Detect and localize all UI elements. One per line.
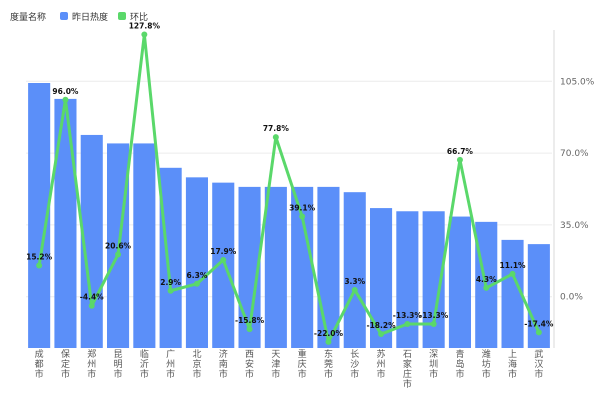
line-point[interactable] (404, 320, 411, 327)
bar[interactable] (370, 208, 393, 348)
x-tick-label: 长沙市 (350, 348, 359, 380)
line-point[interactable] (246, 326, 253, 333)
x-tick-label: 上海市 (508, 349, 517, 380)
x-tick-label: 济南市 (219, 348, 228, 380)
y-tick-label: 105.0% (560, 77, 595, 87)
x-tick-label: 广州市 (166, 348, 175, 380)
legend-swatch-bar (60, 12, 69, 20)
x-tick-label: 苏州市 (377, 348, 386, 380)
x-tick-label: 天津市 (271, 350, 280, 380)
x-tick-label: 西安市 (245, 349, 254, 380)
line-point[interactable] (430, 320, 437, 327)
x-tick-label: 青岛市 (455, 348, 464, 380)
legend-label-line: 环比 (130, 12, 149, 23)
bar[interactable] (264, 186, 287, 348)
data-label: 11.1% (500, 261, 527, 270)
bar[interactable] (422, 211, 445, 348)
y-tick-label: 70.0% (560, 149, 589, 159)
legend-label-bar: 昨日热度 (72, 12, 109, 23)
data-label: -15.8% (235, 316, 265, 325)
line-point[interactable] (483, 284, 490, 291)
bar[interactable] (238, 186, 261, 348)
x-tick-label: 临沂市 (140, 348, 149, 380)
data-label: -18.2% (366, 321, 396, 330)
bar[interactable] (396, 211, 419, 348)
data-label: 17.9% (210, 247, 237, 256)
x-tick-label: 保定市 (61, 348, 70, 380)
data-label: 39.1% (289, 203, 316, 212)
y-tick-label: 35.0% (560, 221, 589, 231)
legend-title: 度量名称 (10, 12, 47, 23)
data-label: -13.3% (419, 311, 449, 320)
bar[interactable] (501, 239, 524, 348)
data-label: 66.7% (447, 147, 474, 156)
line-point[interactable] (220, 256, 227, 263)
line-point[interactable] (62, 96, 69, 103)
x-tick-label: 成都市 (35, 348, 44, 380)
data-label: 2.9% (160, 278, 181, 287)
data-label: 6.3% (187, 271, 208, 280)
line-point[interactable] (141, 31, 148, 38)
line-point[interactable] (272, 134, 279, 141)
line-point[interactable] (456, 156, 463, 163)
x-tick-label: 北京市 (192, 349, 201, 380)
data-label: 77.8% (263, 124, 290, 133)
legend-item-line[interactable]: 环比 (118, 10, 148, 23)
data-label: 96.0% (52, 87, 79, 96)
y-tick-label: 0.0% (560, 293, 583, 303)
bar[interactable] (212, 182, 235, 348)
legend-swatch-line (118, 12, 127, 20)
data-label: 127.8% (129, 22, 161, 31)
bar[interactable] (133, 143, 156, 348)
bar[interactable] (185, 177, 208, 348)
data-label: -17.4% (524, 319, 554, 328)
bar[interactable] (317, 186, 340, 348)
x-tick-label: 潍坊市 (482, 348, 491, 380)
x-tick-label: 郑州市 (87, 348, 96, 380)
data-label: 15.2% (26, 253, 53, 262)
data-label: -4.4% (80, 293, 104, 302)
x-tick-label: 深圳市 (429, 349, 438, 380)
line-point[interactable] (167, 287, 174, 294)
x-tick-label: 武汉市 (534, 348, 543, 380)
x-tick-label: 东莞市 (324, 348, 333, 380)
line-point[interactable] (351, 286, 358, 293)
bar[interactable] (54, 98, 77, 349)
data-label: 4.3% (476, 275, 497, 284)
line-point[interactable] (115, 251, 122, 258)
line-point[interactable] (509, 270, 516, 277)
data-label: 3.3% (344, 277, 365, 286)
line-point[interactable] (535, 329, 542, 336)
bar[interactable] (291, 186, 314, 348)
x-tick-label: 重庆市 (298, 348, 307, 380)
line-point[interactable] (193, 280, 200, 287)
line-point[interactable] (299, 213, 306, 220)
legend-item-bar[interactable]: 昨日热度 (60, 10, 108, 23)
x-tick-label: 昆明市 (114, 349, 123, 380)
line-point[interactable] (36, 262, 43, 269)
line-series (37, 33, 541, 344)
data-label: -22.0% (314, 329, 344, 338)
bar[interactable] (28, 83, 51, 348)
data-label: 20.6% (105, 241, 132, 250)
line-point[interactable] (88, 302, 95, 309)
bar[interactable] (448, 216, 471, 348)
line-point[interactable] (378, 331, 385, 338)
bar[interactable] (159, 167, 182, 348)
x-tick-label: 石家庄市 (403, 350, 412, 390)
line-point[interactable] (325, 338, 332, 345)
bar[interactable] (343, 192, 366, 348)
data-label: -13.3% (393, 311, 423, 320)
legend: 度量名称 昨日热度 环比 (10, 8, 158, 24)
